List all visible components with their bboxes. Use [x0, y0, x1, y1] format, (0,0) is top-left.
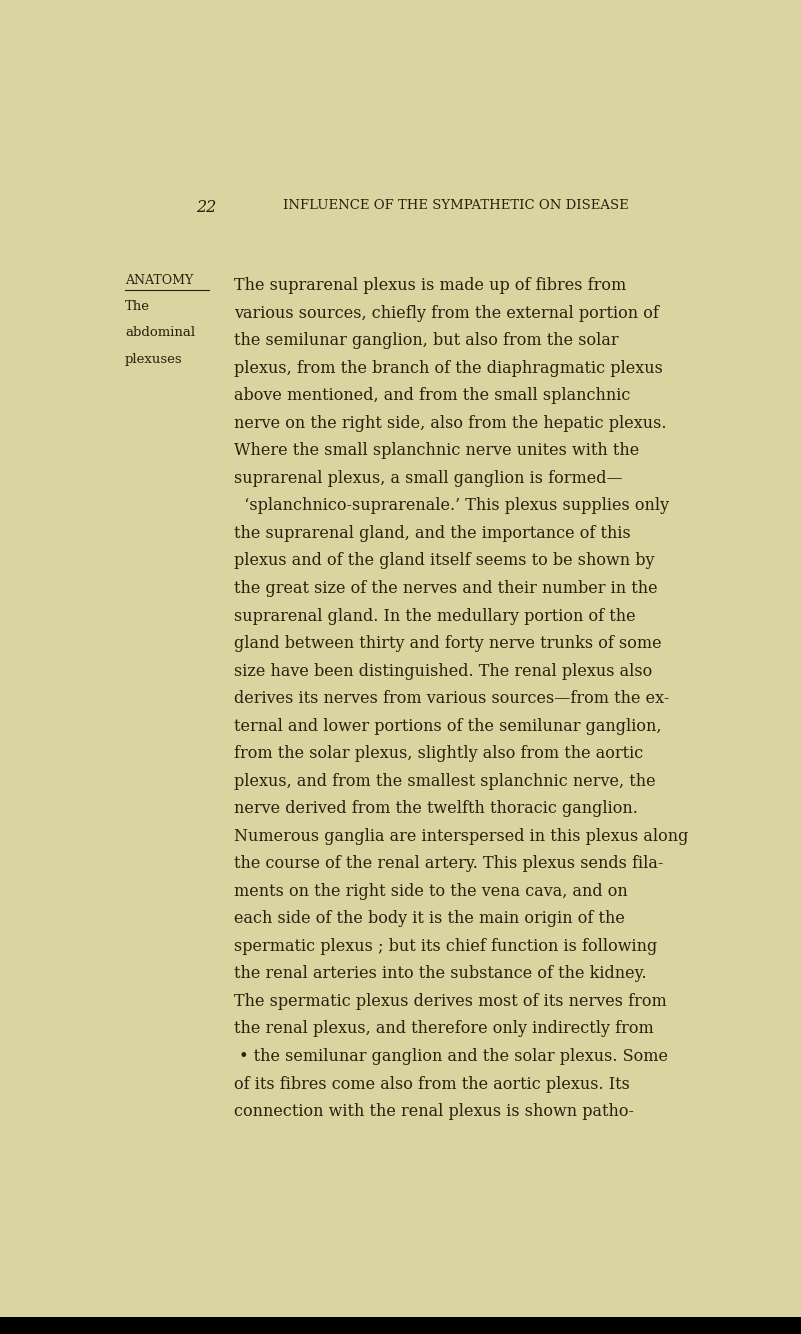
- Text: derives its nerves from various sources—from the ex-: derives its nerves from various sources—…: [234, 690, 669, 707]
- Text: gland between thirty and forty nerve trunks of some: gland between thirty and forty nerve tru…: [234, 635, 661, 652]
- Text: • the semilunar ganglion and the solar plexus. Some: • the semilunar ganglion and the solar p…: [234, 1049, 667, 1065]
- Text: various sources, chiefly from the external portion of: various sources, chiefly from the extern…: [234, 304, 658, 321]
- Text: nerve derived from the twelfth thoracic ganglion.: nerve derived from the twelfth thoracic …: [234, 800, 638, 818]
- Text: suprarenal gland. In the medullary portion of the: suprarenal gland. In the medullary porti…: [234, 607, 635, 624]
- Text: ‘splanchnico-suprarenale.’ This plexus supplies only: ‘splanchnico-suprarenale.’ This plexus s…: [234, 498, 669, 515]
- Text: the renal arteries into the substance of the kidney.: the renal arteries into the substance of…: [234, 966, 646, 982]
- Text: The suprarenal plexus is made up of fibres from: The suprarenal plexus is made up of fibr…: [234, 277, 626, 295]
- Text: the semilunar ganglion, but also from the solar: the semilunar ganglion, but also from th…: [234, 332, 618, 350]
- Text: nerve on the right side, also from the hepatic plexus.: nerve on the right side, also from the h…: [234, 415, 666, 432]
- Text: plexus, from the branch of the diaphragmatic plexus: plexus, from the branch of the diaphragm…: [234, 360, 662, 376]
- Text: plexus, and from the smallest splanchnic nerve, the: plexus, and from the smallest splanchnic…: [234, 772, 655, 790]
- Text: the great size of the nerves and their number in the: the great size of the nerves and their n…: [234, 580, 657, 598]
- Text: abdominal: abdominal: [125, 327, 195, 339]
- Text: plexus and of the gland itself seems to be shown by: plexus and of the gland itself seems to …: [234, 552, 654, 570]
- Text: connection with the renal plexus is shown patho-: connection with the renal plexus is show…: [234, 1103, 634, 1121]
- Text: above mentioned, and from the small splanchnic: above mentioned, and from the small spla…: [234, 387, 630, 404]
- Text: the renal plexus, and therefore only indirectly from: the renal plexus, and therefore only ind…: [234, 1021, 654, 1038]
- Text: the suprarenal gland, and the importance of this: the suprarenal gland, and the importance…: [234, 526, 630, 542]
- Text: plexuses: plexuses: [125, 354, 183, 367]
- Text: of its fibres come also from the aortic plexus. Its: of its fibres come also from the aortic …: [234, 1075, 630, 1093]
- Text: from the solar plexus, slightly also from the aortic: from the solar plexus, slightly also fro…: [234, 746, 643, 762]
- Text: ANATOMY: ANATOMY: [125, 273, 193, 287]
- Text: size have been distinguished. The renal plexus also: size have been distinguished. The renal …: [234, 663, 652, 679]
- Text: Where the small splanchnic nerve unites with the: Where the small splanchnic nerve unites …: [234, 443, 639, 459]
- Text: the course of the renal artery. This plexus sends fila-: the course of the renal artery. This ple…: [234, 855, 663, 872]
- Text: The: The: [125, 300, 150, 312]
- Text: each side of the body it is the main origin of the: each side of the body it is the main ori…: [234, 910, 625, 927]
- Text: 22: 22: [196, 199, 216, 216]
- Text: Numerous ganglia are interspersed in this plexus along: Numerous ganglia are interspersed in thi…: [234, 827, 688, 844]
- Text: ternal and lower portions of the semilunar ganglion,: ternal and lower portions of the semilun…: [234, 718, 661, 735]
- Text: spermatic plexus ; but its chief function is following: spermatic plexus ; but its chief functio…: [234, 938, 657, 955]
- Text: The spermatic plexus derives most of its nerves from: The spermatic plexus derives most of its…: [234, 992, 666, 1010]
- Text: ments on the right side to the vena cava, and on: ments on the right side to the vena cava…: [234, 883, 627, 900]
- Text: suprarenal plexus, a small ganglion is formed—: suprarenal plexus, a small ganglion is f…: [234, 470, 622, 487]
- Text: INFLUENCE OF THE SYMPATHETIC ON DISEASE: INFLUENCE OF THE SYMPATHETIC ON DISEASE: [284, 199, 629, 212]
